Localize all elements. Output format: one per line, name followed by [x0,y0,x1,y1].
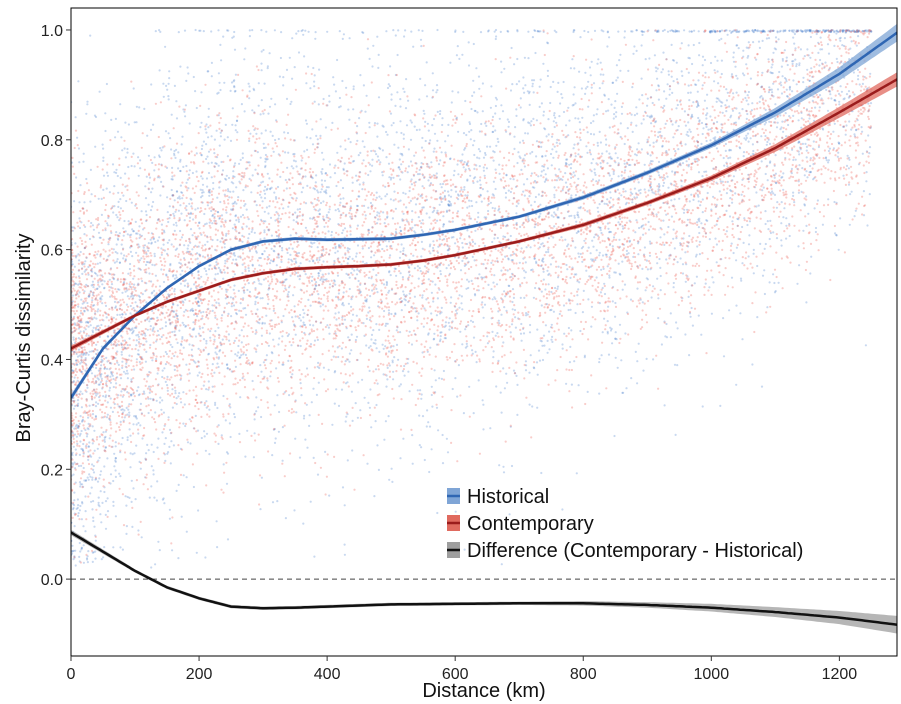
y-tick-label: 0.4 [41,352,63,369]
x-tick-label: 800 [570,666,597,683]
x-axis-label: Distance (km) [422,680,545,702]
x-tick-label: 1000 [694,666,730,683]
legend: Historical Contemporary Difference (Contem… [447,486,803,562]
band-0 [71,23,897,402]
x-tick-label: 600 [442,666,469,683]
fit-line-0 [71,31,897,399]
y-tick-label: 0.6 [41,243,63,260]
x-tick-label: 200 [186,666,213,683]
fit-line-1 [71,78,897,350]
legend-label-2: Difference (Contemporary - Historical) [467,540,803,562]
plot-frame [70,7,898,657]
fit-lines [71,31,897,626]
x-tick-label: 1200 [822,666,858,683]
scatter-points [71,28,873,569]
legend-label-1: Contemporary [467,513,594,535]
fit-line-2 [71,531,897,626]
y-tick-label: 1.0 [41,23,63,40]
y-tick-label: 0.8 [41,133,63,150]
y-tick-label: 0.2 [41,462,63,479]
x-tick-label: 0 [67,666,76,683]
y-axis-label: Bray-Curtis dissimilarity [13,234,35,443]
legend-label-0: Historical [467,486,549,508]
x-tick-label: 400 [314,666,341,683]
x-axis: 0 200 400 600 800 1000 1200 [67,656,858,683]
points-contemporary [71,28,873,564]
y-tick-label: 0.0 [41,572,63,589]
y-axis: 0.0 0.2 0.4 0.6 0.8 1.0 [41,23,71,589]
